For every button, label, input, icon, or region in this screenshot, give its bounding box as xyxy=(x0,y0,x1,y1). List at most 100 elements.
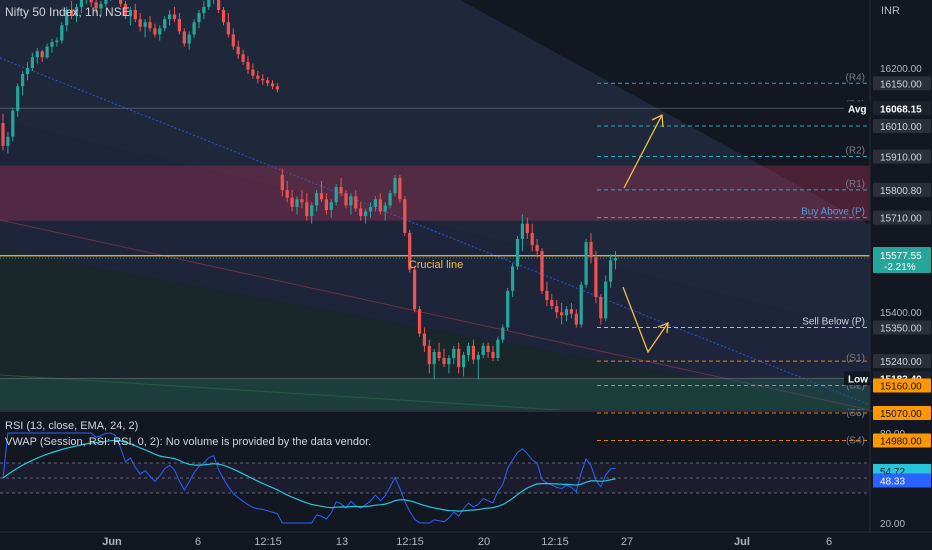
candle[interactable] xyxy=(143,19,147,38)
candle[interactable] xyxy=(246,55,250,75)
candle[interactable] xyxy=(466,342,471,362)
candle[interactable] xyxy=(447,354,451,374)
candle[interactable] xyxy=(168,9,172,26)
candle[interactable] xyxy=(202,0,206,20)
arrow-up-line[interactable] xyxy=(623,114,663,189)
candle[interactable] xyxy=(604,275,608,322)
candle[interactable] xyxy=(217,0,221,14)
candle[interactable] xyxy=(128,6,132,26)
candle[interactable] xyxy=(280,168,284,197)
candle[interactable] xyxy=(368,202,373,218)
candle[interactable] xyxy=(594,251,598,304)
candle[interactable] xyxy=(275,83,279,93)
candle[interactable] xyxy=(16,83,20,117)
candle[interactable] xyxy=(197,9,201,29)
candle[interactable] xyxy=(550,293,554,310)
candle[interactable] xyxy=(520,214,524,252)
candle[interactable] xyxy=(501,324,505,343)
candle[interactable] xyxy=(442,348,446,368)
candle[interactable] xyxy=(589,232,593,264)
candle[interactable] xyxy=(437,342,441,362)
candle[interactable] xyxy=(70,0,74,20)
candle[interactable] xyxy=(491,345,495,362)
candle[interactable] xyxy=(138,13,142,32)
candle[interactable] xyxy=(422,327,426,352)
candle[interactable] xyxy=(94,0,98,14)
candle[interactable] xyxy=(354,190,358,212)
candle[interactable] xyxy=(315,190,319,212)
candle[interactable] xyxy=(85,0,88,4)
rsi-indicator-title[interactable]: RSI (13, close, EMA, 24, 2) xyxy=(5,420,139,432)
candlestick-series[interactable] xyxy=(1,0,618,380)
candle[interactable] xyxy=(584,238,588,288)
candle[interactable] xyxy=(270,80,275,90)
candle[interactable] xyxy=(21,71,25,96)
candle[interactable] xyxy=(163,16,167,32)
candle[interactable] xyxy=(481,342,485,359)
arrow-down-path[interactable] xyxy=(622,286,669,354)
candle[interactable] xyxy=(99,0,103,17)
candle[interactable] xyxy=(266,77,270,87)
candle[interactable] xyxy=(452,345,456,365)
candle[interactable] xyxy=(172,6,177,23)
candle[interactable] xyxy=(79,0,83,14)
candle[interactable] xyxy=(226,13,230,38)
last-price-badge[interactable] xyxy=(873,247,931,274)
candle[interactable] xyxy=(207,0,211,10)
candle[interactable] xyxy=(427,339,431,374)
candle[interactable] xyxy=(324,193,328,215)
candle[interactable] xyxy=(471,339,475,365)
candle[interactable] xyxy=(25,61,30,81)
candle[interactable] xyxy=(511,263,515,297)
candle[interactable] xyxy=(251,63,255,79)
candle[interactable] xyxy=(290,190,294,212)
candle[interactable] xyxy=(398,174,402,203)
candle[interactable] xyxy=(1,113,5,151)
candle[interactable] xyxy=(123,0,128,20)
candle[interactable] xyxy=(236,40,240,59)
candle[interactable] xyxy=(378,193,382,215)
candle[interactable] xyxy=(535,238,539,258)
candle[interactable] xyxy=(65,6,69,32)
candle[interactable] xyxy=(89,0,93,7)
candle[interactable] xyxy=(457,342,461,374)
candle[interactable] xyxy=(6,132,10,154)
candle[interactable] xyxy=(305,193,309,221)
candle[interactable] xyxy=(545,281,549,307)
candle[interactable] xyxy=(119,0,123,7)
candle[interactable] xyxy=(334,184,338,206)
candle[interactable] xyxy=(579,281,583,328)
candle[interactable] xyxy=(212,0,215,4)
candle[interactable] xyxy=(349,193,353,215)
candle[interactable] xyxy=(574,309,578,328)
time-axis[interactable]: Jun 6 12:15 13 12:15 20 12:15 27 Jul 6 xyxy=(0,531,932,550)
symbol-title[interactable]: Nifty 50 Index, 1h, NSE xyxy=(5,5,130,19)
candle[interactable] xyxy=(388,190,392,209)
candle[interactable] xyxy=(383,202,387,221)
candle[interactable] xyxy=(403,196,407,236)
candle[interactable] xyxy=(408,229,412,273)
price-axis[interactable]: 16200.00 15400.00 Avg Low 16150.00 16068.15 16… xyxy=(844,0,932,550)
candle[interactable] xyxy=(40,49,44,62)
candle[interactable] xyxy=(148,16,152,32)
candle[interactable] xyxy=(564,306,569,322)
vwap-indicator-title[interactable]: VWAP (Session, RSI: RSI, 0, 2): No volum… xyxy=(5,436,372,448)
candle[interactable] xyxy=(310,202,314,224)
candle[interactable] xyxy=(530,223,534,252)
annotations-layer[interactable] xyxy=(622,113,669,354)
candle[interactable] xyxy=(158,25,162,41)
candle[interactable] xyxy=(256,71,260,84)
candle[interactable] xyxy=(417,306,422,337)
candle[interactable] xyxy=(153,23,157,38)
candle[interactable] xyxy=(560,303,564,325)
candle[interactable] xyxy=(60,22,64,44)
candle[interactable] xyxy=(344,190,348,209)
candle[interactable] xyxy=(359,202,363,221)
candle[interactable] xyxy=(555,300,559,319)
candle[interactable] xyxy=(319,180,324,203)
candle[interactable] xyxy=(486,342,490,359)
candle[interactable] xyxy=(525,217,529,239)
candle[interactable] xyxy=(104,0,108,7)
